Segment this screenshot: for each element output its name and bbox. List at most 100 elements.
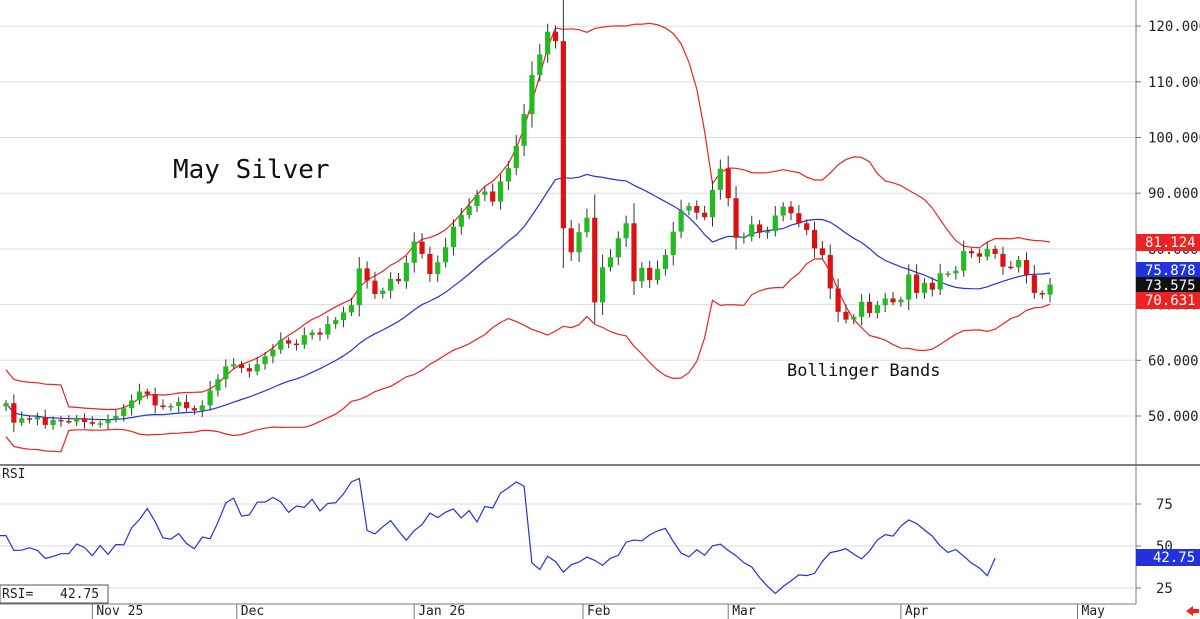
candle xyxy=(654,260,661,285)
lower-band-value: 70.631 xyxy=(1145,293,1196,309)
candle xyxy=(921,278,928,299)
candle xyxy=(780,202,786,222)
price-axis: 50.00060.00070.00080.00090.000100.000110… xyxy=(1136,19,1200,425)
date-tick-label: Jan 26 xyxy=(418,604,465,619)
price-tick-label: 50.000 xyxy=(1148,409,1199,425)
last-price-tag: 73.575 xyxy=(1136,277,1200,294)
candle xyxy=(380,287,386,299)
candle xyxy=(403,256,409,289)
candle xyxy=(968,248,975,258)
candle xyxy=(796,205,802,228)
candle xyxy=(317,327,323,341)
candle xyxy=(545,23,551,63)
candle xyxy=(976,248,982,263)
candle xyxy=(866,293,873,318)
candle xyxy=(183,394,190,412)
candle xyxy=(121,404,127,422)
candle xyxy=(552,25,559,49)
candle xyxy=(215,374,221,397)
candle xyxy=(647,260,653,289)
candle xyxy=(623,215,629,247)
candle xyxy=(513,134,519,175)
candle xyxy=(819,241,825,259)
candle xyxy=(11,394,17,433)
candle xyxy=(395,272,402,284)
candle xyxy=(505,160,511,190)
candle xyxy=(811,221,818,258)
candle xyxy=(592,194,598,324)
candle xyxy=(89,416,95,427)
rsi-gridlines xyxy=(0,503,1136,589)
candle xyxy=(788,200,794,221)
candle xyxy=(1047,278,1053,303)
price-tick-label: 90.000 xyxy=(1148,186,1199,202)
candle xyxy=(686,202,692,216)
date-tick-label: Dec xyxy=(241,604,264,619)
candle xyxy=(458,208,464,235)
candle xyxy=(301,327,307,349)
candle xyxy=(984,241,990,261)
rsi-tick-label: 75 xyxy=(1156,497,1173,513)
candle xyxy=(372,271,378,299)
rsi-line xyxy=(0,477,996,595)
candle xyxy=(443,237,449,268)
candle xyxy=(348,297,354,317)
candle xyxy=(843,304,849,324)
candle xyxy=(1023,252,1030,284)
price-tick-label: 60.000 xyxy=(1148,353,1199,369)
upper-band-value: 81.124 xyxy=(1145,235,1196,251)
candle xyxy=(914,264,920,299)
upper-band-line xyxy=(5,22,1051,411)
candlesticks xyxy=(3,0,1053,433)
last-price-value: 73.575 xyxy=(1145,278,1196,294)
candle xyxy=(827,244,833,300)
lower-band-line xyxy=(5,258,1051,453)
candle xyxy=(529,61,535,128)
candle xyxy=(851,313,857,325)
candle xyxy=(521,103,527,157)
chart-title: May Silver xyxy=(173,155,330,185)
candle xyxy=(1008,261,1014,270)
candle xyxy=(262,352,268,370)
candle xyxy=(678,199,684,239)
candle xyxy=(66,415,72,424)
candle xyxy=(466,198,472,219)
candle xyxy=(490,183,496,206)
candle xyxy=(482,186,488,202)
candle xyxy=(961,240,967,277)
candle xyxy=(42,409,48,429)
candle xyxy=(207,381,213,411)
candle xyxy=(113,409,119,423)
candle xyxy=(945,271,951,278)
scroll-right-arrow-icon[interactable] xyxy=(1186,606,1199,616)
candle xyxy=(898,296,904,307)
candle xyxy=(497,174,504,210)
candle xyxy=(278,332,284,354)
candle xyxy=(152,387,158,414)
price-tick-label: 110.000 xyxy=(1148,75,1200,91)
candle xyxy=(1039,290,1045,299)
upper-band-tag: 81.124 xyxy=(1136,234,1200,251)
price-gridlines xyxy=(0,25,1136,417)
candle xyxy=(356,256,362,317)
candle xyxy=(419,233,425,259)
candle xyxy=(772,206,778,237)
rsi-value: 42.75 xyxy=(1153,550,1195,566)
candle xyxy=(662,249,668,276)
candle xyxy=(1016,256,1022,273)
rsi-value-tag: 42.75 xyxy=(1136,549,1200,566)
candle xyxy=(709,180,716,227)
candle xyxy=(435,255,441,282)
candle xyxy=(882,292,888,313)
candle xyxy=(309,329,315,340)
candle xyxy=(1031,265,1037,299)
candle xyxy=(246,363,252,378)
candle xyxy=(231,358,237,370)
candle xyxy=(144,388,150,399)
candle xyxy=(270,344,276,364)
candle xyxy=(576,223,582,262)
candle xyxy=(859,294,865,326)
candle xyxy=(670,221,676,266)
candle xyxy=(427,246,433,282)
